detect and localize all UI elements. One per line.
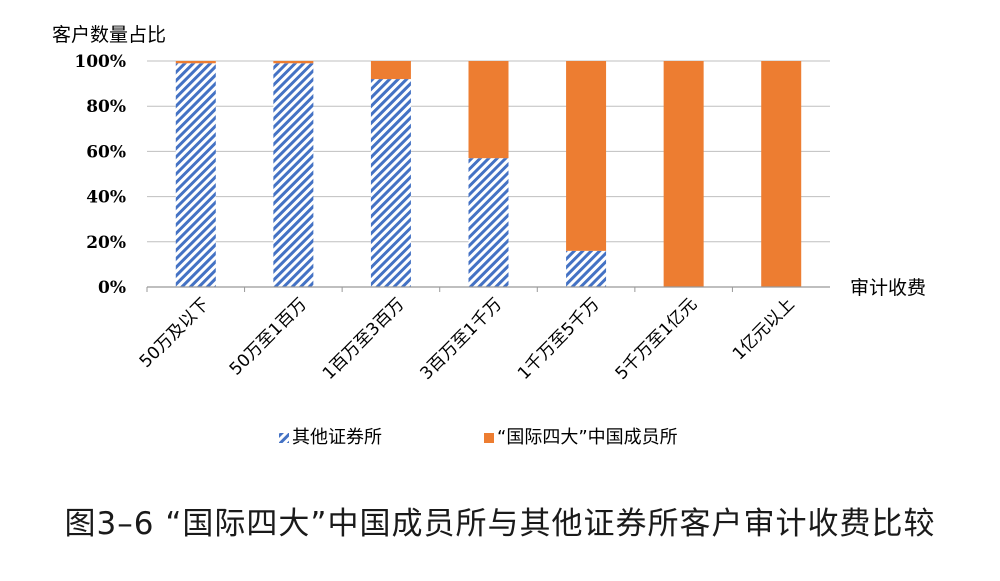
bar-big-four <box>663 61 704 287</box>
x-category-label: 3百万至1千万 <box>416 294 506 384</box>
bar-big-four <box>761 61 802 287</box>
x-category-label: 1百万至3百万 <box>319 294 409 384</box>
bar-other <box>273 63 314 288</box>
x-category-label: 1千万至5千万 <box>514 294 604 384</box>
legend: 其他证券所 “国际四大”中国成员所 <box>279 427 678 448</box>
bar-other <box>468 158 509 287</box>
x-category-label: 5千万至1亿元 <box>612 294 702 384</box>
legend-label-big-four: “国际四大”中国成员所 <box>497 427 678 448</box>
bar-other <box>175 63 216 288</box>
y-tick-label: 40% <box>86 188 126 208</box>
legend-swatch-other <box>279 433 289 443</box>
legend-swatch-big-four <box>484 433 494 443</box>
bar-big-four <box>370 61 411 80</box>
y-tick-label: 100% <box>74 52 126 72</box>
bar-other <box>566 250 607 287</box>
legend-label-other: 其他证券所 <box>292 427 382 448</box>
y-tick-label: 20% <box>86 233 126 253</box>
figure-caption: 图3–6 “国际四大”中国成员所与其他证券所客户审计收费比较 <box>64 506 936 542</box>
x-category-label: 1亿元以上 <box>729 294 799 364</box>
x-axis-title: 审计收费 <box>850 277 926 299</box>
bar-big-four <box>273 61 314 64</box>
stacked-bar-chart: 客户数量占比 0% 20% 40% 60% 80% 100% 审计收费 50万及以下 50万… <box>52 24 926 448</box>
x-tick-labels: 50万及以下 50万至1百万 1百万至3百万 3百万至1千万 1千万至5千万 5千万至1亿… <box>136 294 799 384</box>
bars <box>146 61 802 292</box>
x-category-label: 50万至1百万 <box>226 294 311 379</box>
y-tick-labels: 0% 20% 40% 60% 80% 100% <box>74 52 126 298</box>
y-tick-label: 60% <box>86 142 126 162</box>
y-tick-label: 80% <box>86 97 126 117</box>
bar-big-four <box>468 61 509 159</box>
bar-big-four <box>175 61 216 64</box>
y-tick-label: 0% <box>98 278 126 298</box>
bar-other <box>370 79 411 287</box>
x-category-label: 50万及以下 <box>136 294 214 372</box>
y-axis-title: 客户数量占比 <box>52 24 166 46</box>
bar-big-four <box>566 61 607 251</box>
